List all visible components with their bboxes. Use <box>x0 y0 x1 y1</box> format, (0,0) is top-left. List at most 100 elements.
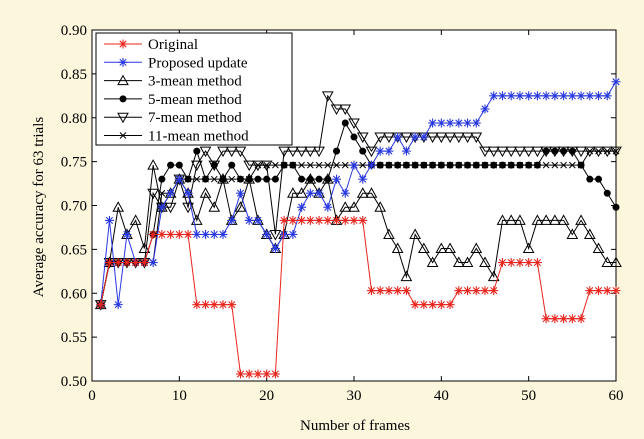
data-point-original <box>436 300 446 310</box>
data-point-5-mean-method <box>158 175 166 183</box>
data-point-11-mean-method <box>298 161 305 169</box>
data-point-11-mean-method <box>534 161 541 169</box>
data-point-original <box>611 286 621 296</box>
data-point-11-mean-method <box>446 161 454 169</box>
data-point-proposed-update <box>602 91 612 101</box>
data-point-proposed-update <box>358 174 368 184</box>
data-point-11-mean-method <box>202 175 209 183</box>
data-point-7-mean-method <box>356 132 369 144</box>
data-point-7-mean-method <box>479 146 491 158</box>
data-point-original <box>602 286 612 296</box>
data-point-3-mean-method <box>575 214 587 225</box>
data-point-3-mean-method <box>190 214 203 225</box>
data-point-proposed-update <box>497 91 507 101</box>
data-point-original <box>349 215 359 225</box>
data-point-original <box>585 286 595 296</box>
data-point-7-mean-method <box>522 146 535 158</box>
data-point-original <box>96 300 106 310</box>
data-point-original <box>113 258 123 268</box>
y-tick-label: 0.85 <box>61 67 87 83</box>
data-point-3-mean-method <box>356 187 369 198</box>
data-point-proposed-update <box>148 258 158 268</box>
data-point-7-mean-method <box>514 146 526 158</box>
data-point-original <box>166 229 176 239</box>
data-point-3-mean-method <box>365 187 378 198</box>
data-point-proposed-update <box>218 229 228 239</box>
data-point-11-mean-method <box>263 161 271 169</box>
data-point-3-mean-method <box>514 214 526 225</box>
data-point-original <box>131 258 141 268</box>
data-point-original <box>297 215 307 225</box>
data-point-7-mean-method <box>147 188 159 200</box>
data-point-original <box>471 286 481 296</box>
legend-label: Original <box>148 37 198 53</box>
data-point-original <box>419 300 429 310</box>
data-point-original <box>122 258 132 268</box>
data-point-11-mean-method <box>542 161 550 169</box>
data-point-3-mean-method <box>549 214 561 225</box>
x-tick-label: 10 <box>172 388 187 404</box>
data-point-original <box>253 369 263 379</box>
data-point-11-mean-method <box>210 175 218 183</box>
data-point-proposed-update <box>393 132 403 142</box>
data-point-11-mean-method <box>490 161 498 169</box>
x-tick-label: 60 <box>609 388 624 404</box>
data-point-original <box>480 286 490 296</box>
data-point-proposed-update <box>297 202 307 212</box>
data-point-proposed-update <box>349 160 359 170</box>
data-point-proposed-update <box>262 229 272 239</box>
data-point-11-mean-method <box>324 161 332 169</box>
data-point-3-mean-method <box>391 242 404 253</box>
data-point-original <box>384 286 394 296</box>
legend-label: 11-mean method <box>148 129 249 145</box>
data-point-11-mean-method <box>341 161 349 169</box>
data-point-proposed-update <box>201 229 211 239</box>
data-point-original <box>567 314 577 324</box>
data-point-7-mean-method <box>304 146 317 158</box>
data-point-3-mean-method <box>479 256 491 268</box>
data-point-proposed-update <box>594 91 604 101</box>
x-tick-label: 40 <box>434 388 449 404</box>
legend-marker <box>117 74 129 86</box>
legend-item-3-mean-method: 3-mean method <box>104 74 242 90</box>
data-point-3-mean-method <box>461 256 474 268</box>
data-point-7-mean-method <box>383 132 395 144</box>
data-point-11-mean-method <box>612 147 620 155</box>
data-point-original <box>506 258 516 268</box>
data-point-original <box>104 258 114 268</box>
data-point-3-mean-method <box>435 242 448 253</box>
data-point-3-mean-method <box>295 187 308 198</box>
data-point-11-mean-method <box>499 161 506 169</box>
data-point-proposed-update <box>541 91 551 101</box>
data-point-proposed-update <box>515 91 525 101</box>
data-point-11-mean-method <box>289 161 297 169</box>
data-point-proposed-update <box>611 77 621 87</box>
data-point-7-mean-method <box>470 132 483 144</box>
data-point-original <box>262 369 272 379</box>
data-point-3-mean-method <box>112 201 125 212</box>
legend-label: 5-mean method <box>148 92 242 108</box>
data-point-original <box>201 300 211 310</box>
data-point-proposed-update <box>332 174 342 184</box>
x-tick-label: 20 <box>259 388 274 404</box>
data-point-proposed-update <box>585 91 595 101</box>
data-point-original <box>454 286 464 296</box>
data-point-11-mean-method <box>516 161 524 169</box>
data-point-11-mean-method <box>219 175 227 183</box>
data-point-7-mean-method <box>269 229 282 241</box>
data-point-proposed-update <box>227 215 237 225</box>
data-point-7-mean-method <box>505 146 518 158</box>
data-point-original <box>314 215 324 225</box>
data-point-7-mean-method <box>182 202 194 214</box>
data-point-5-mean-method <box>595 175 603 183</box>
data-point-3-mean-method <box>522 242 535 253</box>
data-point-original <box>157 229 167 239</box>
data-point-5-mean-method <box>350 133 358 141</box>
data-point-3-mean-method <box>287 187 299 198</box>
data-point-proposed-update <box>524 91 534 101</box>
data-point-7-mean-method <box>557 146 570 158</box>
data-point-7-mean-method <box>540 146 552 158</box>
data-point-11-mean-method <box>560 161 567 169</box>
data-point-original <box>227 300 237 310</box>
